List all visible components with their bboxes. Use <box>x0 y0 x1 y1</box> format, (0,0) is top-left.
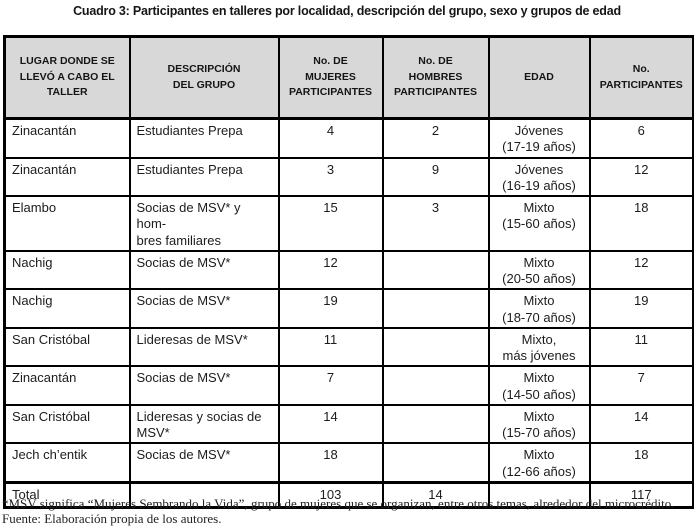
total-mujeres: 103 <box>277 480 384 509</box>
cell-hombres <box>381 288 490 329</box>
cell-descripcion: Lideresas y socias de MSV* <box>128 403 280 445</box>
footnotes: *MSV significa “Mujeres Sembrando la Vid… <box>2 496 694 527</box>
cell-lugar: San Cristóbal <box>3 403 131 445</box>
table-row: San Cristóbal Lideresas y socias de MSV*… <box>3 403 694 445</box>
cell-edad: Mixto, más jóvenes <box>487 326 591 368</box>
cell-edad: Mixto (12-66 años) <box>487 442 591 484</box>
total-label: Total <box>3 480 131 509</box>
column-header-mujeres: No. DE MUJERES PARTICIPANTES <box>277 35 384 120</box>
cell-edad: Mixto (15-70 años) <box>487 403 591 445</box>
column-header-edad: EDAD <box>487 35 591 120</box>
cell-participantes: 12 <box>588 156 694 197</box>
cell-hombres <box>381 442 490 484</box>
table-row: Zinacantán Socias de MSV* 7 Mixto (14-50… <box>3 365 694 406</box>
table-row: Elambo Socias de MSV* y hom- bres famili… <box>3 195 694 252</box>
cell-hombres: 3 <box>381 195 490 252</box>
column-header-hombres: No. DE HOMBRES PARTICIPANTES <box>381 35 490 120</box>
cell-hombres <box>381 365 490 406</box>
table-title: Cuadro 3: Participantes en talleres por … <box>73 4 621 18</box>
cell-lugar: Nachig <box>3 249 131 291</box>
cell-descripcion: Socias de MSV* <box>128 249 280 291</box>
table-row: San Cristóbal Lideresas de MSV* 11 Mixto… <box>3 326 694 368</box>
cell-descripcion: Socias de MSV* <box>128 442 280 484</box>
cell-descripcion: Socias de MSV* <box>128 365 280 406</box>
cell-edad: Jóvenes (17-19 años) <box>487 117 591 159</box>
cell-mujeres: 4 <box>277 117 384 159</box>
cell-edad: Jóvenes (16-19 años) <box>487 156 591 197</box>
column-header-participantes: No. PARTICIPANTES <box>588 35 694 120</box>
total-row: Total 103 14 117 <box>3 480 694 509</box>
cell-mujeres: 11 <box>277 326 384 368</box>
cell-lugar: Zinacantán <box>3 117 131 159</box>
cell-participantes: 18 <box>588 195 694 252</box>
participants-table: LUGAR DONDE SE LLEVÓ A CABO EL TALLER DE… <box>3 35 694 509</box>
cell-mujeres: 14 <box>277 403 384 445</box>
table-row: Zinacantán Estudiantes Prepa 4 2 Jóvenes… <box>3 117 694 159</box>
table-row: Jech ch’entik Socias de MSV* 18 Mixto (1… <box>3 442 694 484</box>
cell-participantes: 18 <box>588 442 694 484</box>
cell-lugar: Nachig <box>3 288 131 329</box>
cell-participantes: 14 <box>588 403 694 445</box>
total-participantes: 117 <box>588 480 694 509</box>
table-header: LUGAR DONDE SE LLEVÓ A CABO EL TALLER DE… <box>3 35 694 120</box>
cell-participantes: 7 <box>588 365 694 406</box>
cell-descripcion: Estudiantes Prepa <box>128 117 280 159</box>
cell-hombres <box>381 326 490 368</box>
cell-edad: Mixto (18-70 años) <box>487 288 591 329</box>
cell-edad: Mixto (20-50 años) <box>487 249 591 291</box>
cell-mujeres: 19 <box>277 288 384 329</box>
cell-participantes: 11 <box>588 326 694 368</box>
cell-hombres <box>381 403 490 445</box>
cell-mujeres: 7 <box>277 365 384 406</box>
cell-lugar: Zinacantán <box>3 156 131 197</box>
cell-participantes: 6 <box>588 117 694 159</box>
cell-hombres: 9 <box>381 156 490 197</box>
cell-descripcion: Estudiantes Prepa <box>128 156 280 197</box>
table-row: Nachig Socias de MSV* 12 Mixto (20-50 añ… <box>3 249 694 291</box>
cell-edad: Mixto (15-60 años) <box>487 195 591 252</box>
cell-lugar: Zinacantán <box>3 365 131 406</box>
cell-descripcion: Lideresas de MSV* <box>128 326 280 368</box>
cell-mujeres: 18 <box>277 442 384 484</box>
cell-mujeres: 3 <box>277 156 384 197</box>
total-hombres: 14 <box>381 480 490 509</box>
total-edad <box>487 480 591 509</box>
cell-descripcion: Socias de MSV* <box>128 288 280 329</box>
column-header-descripcion: DESCRIPCIÓN DEL GRUPO <box>128 35 280 120</box>
footnote-source: Fuente: Elaboración propia de los autore… <box>2 511 222 527</box>
cell-participantes: 12 <box>588 249 694 291</box>
cell-hombres <box>381 249 490 291</box>
cell-mujeres: 12 <box>277 249 384 291</box>
header-row: LUGAR DONDE SE LLEVÓ A CABO EL TALLER DE… <box>3 35 694 120</box>
cell-edad: Mixto (14-50 años) <box>487 365 591 406</box>
cell-lugar: Elambo <box>3 195 131 252</box>
cell-lugar: Jech ch’entik <box>3 442 131 484</box>
footnote-msv: *MSV significa “Mujeres Sembrando la Vid… <box>2 496 675 511</box>
total-descripcion <box>128 480 280 509</box>
table-body: Zinacantán Estudiantes Prepa 4 2 Jóvenes… <box>3 117 694 509</box>
cell-mujeres: 15 <box>277 195 384 252</box>
cell-descripcion: Socias de MSV* y hom- bres familiares <box>128 195 280 252</box>
cell-hombres: 2 <box>381 117 490 159</box>
table-row: Nachig Socias de MSV* 19 Mixto (18-70 añ… <box>3 288 694 329</box>
cell-participantes: 19 <box>588 288 694 329</box>
table-row: Zinacantán Estudiantes Prepa 3 9 Jóvenes… <box>3 156 694 197</box>
column-header-lugar: LUGAR DONDE SE LLEVÓ A CABO EL TALLER <box>3 35 131 120</box>
cell-lugar: San Cristóbal <box>3 326 131 368</box>
